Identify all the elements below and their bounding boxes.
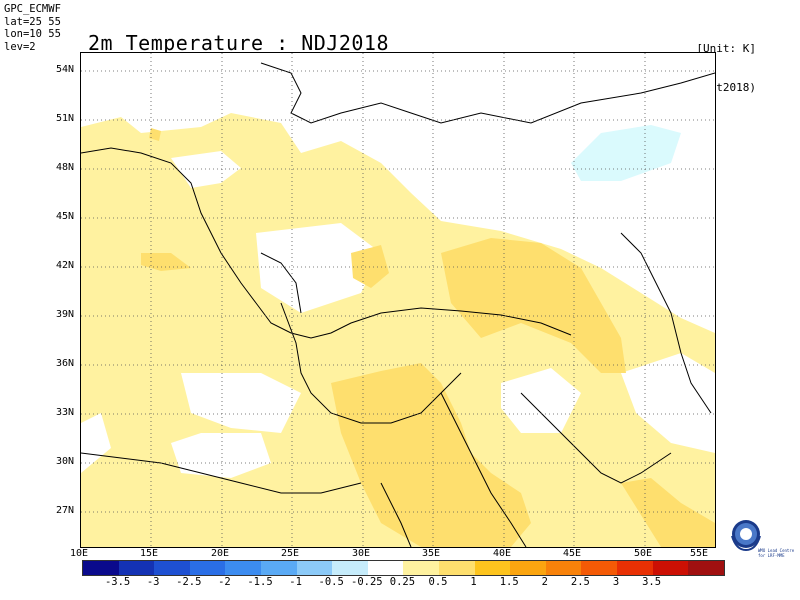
wmo-logo bbox=[731, 520, 761, 552]
legend-swatch-7 bbox=[332, 561, 368, 575]
legend-label: 1 bbox=[470, 576, 477, 588]
legend-label: -2.5 bbox=[176, 576, 202, 588]
legend-swatch-15 bbox=[616, 561, 653, 575]
anomaly-region-cold bbox=[571, 125, 681, 181]
lon-label-10e: 10E bbox=[70, 548, 89, 559]
anomaly-region-0.5-turkey bbox=[351, 245, 389, 288]
lat-label-51n: 51N bbox=[56, 113, 75, 124]
legend-swatch-1 bbox=[118, 561, 155, 575]
legend-label: -1 bbox=[289, 576, 302, 588]
legend-swatch-13 bbox=[545, 561, 582, 575]
lon-label-20e: 20E bbox=[211, 548, 230, 559]
anomaly-region-0.5-mideast bbox=[331, 363, 531, 547]
lat-label-33n: 33N bbox=[56, 407, 75, 418]
legend-swatch-5 bbox=[260, 561, 297, 575]
legend-label: -1.5 bbox=[247, 576, 273, 588]
anomaly-region-neutral-8 bbox=[621, 353, 715, 453]
lon-label-55e: 55E bbox=[690, 548, 709, 559]
legend-label: -2 bbox=[218, 576, 231, 588]
lon-label-45e: 45E bbox=[563, 548, 582, 559]
legend-label: -0.25 bbox=[350, 576, 383, 588]
meta-lat: lat=25 55 bbox=[4, 15, 61, 28]
anomaly-region-neutral-7 bbox=[81, 413, 111, 473]
anomaly-region-neutral-3 bbox=[256, 223, 381, 313]
lat-label-27n: 27N bbox=[56, 505, 75, 516]
legend-label: -3.5 bbox=[104, 576, 131, 588]
legend-label: 1.5 bbox=[499, 576, 519, 588]
anomaly-region-0.25-north bbox=[81, 127, 141, 253]
lon-label-35e: 35E bbox=[422, 548, 441, 559]
lon-label-50e: 50E bbox=[634, 548, 653, 559]
legend-label: 2 bbox=[541, 576, 548, 588]
legend-swatch-0 bbox=[83, 561, 119, 575]
lat-label-42n: 42N bbox=[56, 260, 75, 271]
legend-swatch-3 bbox=[189, 561, 226, 575]
legend-swatch-2 bbox=[154, 561, 190, 575]
legend-swatch-4 bbox=[225, 561, 261, 575]
legend-label: 0.5 bbox=[428, 576, 448, 588]
legend-swatch-10 bbox=[438, 561, 475, 575]
lat-label-45n: 45N bbox=[56, 211, 75, 222]
meta-lon: lon=10 55 bbox=[4, 28, 61, 40]
anomaly-region-0.5-east bbox=[441, 238, 626, 373]
lon-label-15e: 15E bbox=[140, 548, 159, 559]
legend-label: 2.5 bbox=[570, 576, 590, 588]
legend-swatch-17 bbox=[688, 561, 724, 575]
color-legend-bar bbox=[82, 560, 725, 576]
anomaly-region-neutral-6 bbox=[501, 368, 581, 433]
anomaly-region-neutral-5 bbox=[171, 433, 271, 478]
anomaly-region-0.5-gulf bbox=[621, 478, 715, 547]
lat-label-54n: 54N bbox=[56, 64, 75, 75]
legend-swatch-11 bbox=[474, 561, 511, 575]
graticule bbox=[81, 53, 715, 547]
legend-swatch-8 bbox=[367, 561, 404, 575]
map-svg bbox=[81, 53, 715, 547]
map-plot-area[interactable] bbox=[80, 52, 716, 548]
legend-swatch-6 bbox=[296, 561, 333, 575]
legend-swatch-14 bbox=[581, 561, 617, 575]
lat-label-36n: 36N bbox=[56, 358, 75, 369]
legend-label: 3 bbox=[612, 576, 620, 588]
legend-label: -3 bbox=[146, 576, 160, 588]
coastlines bbox=[81, 62, 715, 547]
legend-label: -0.5 bbox=[318, 576, 344, 588]
anomaly-region-0.5-balkans bbox=[141, 253, 191, 271]
legend-swatch-9 bbox=[403, 561, 439, 575]
legend-swatch-12 bbox=[510, 561, 546, 575]
map-title: 2m Temperature : NDJ2018 bbox=[88, 31, 389, 55]
legend-swatch-16 bbox=[652, 561, 689, 575]
lat-label-39n: 39N bbox=[56, 309, 75, 320]
lon-label-30e: 30E bbox=[352, 548, 371, 559]
unit-label: [Unit: K] bbox=[696, 42, 756, 55]
meta-source: GPC_ECMWF bbox=[4, 3, 61, 15]
lon-label-25e: 25E bbox=[281, 548, 300, 559]
meta-level: lev=2 bbox=[4, 40, 36, 53]
metadata-block: GPC_ECMWF lat=25 55 lon=10 55 lev=2 bbox=[4, 3, 61, 53]
lat-label-30n: 30N bbox=[56, 456, 75, 467]
anomaly-region-neutral-1 bbox=[81, 53, 715, 323]
lat-label-48n: 48N bbox=[56, 162, 75, 173]
lon-label-40e: 40E bbox=[493, 548, 512, 559]
wmo-logo-text: WMO Lead Centre for LRF-MME bbox=[758, 548, 795, 558]
anomaly-region-neutral-4 bbox=[181, 373, 301, 433]
anomaly-region-0.5-balkans-2 bbox=[149, 128, 161, 141]
anomaly-region-neutral-2 bbox=[171, 151, 241, 188]
legend-label: 0.25 bbox=[389, 576, 416, 588]
legend-label: 3.5 bbox=[642, 576, 662, 588]
